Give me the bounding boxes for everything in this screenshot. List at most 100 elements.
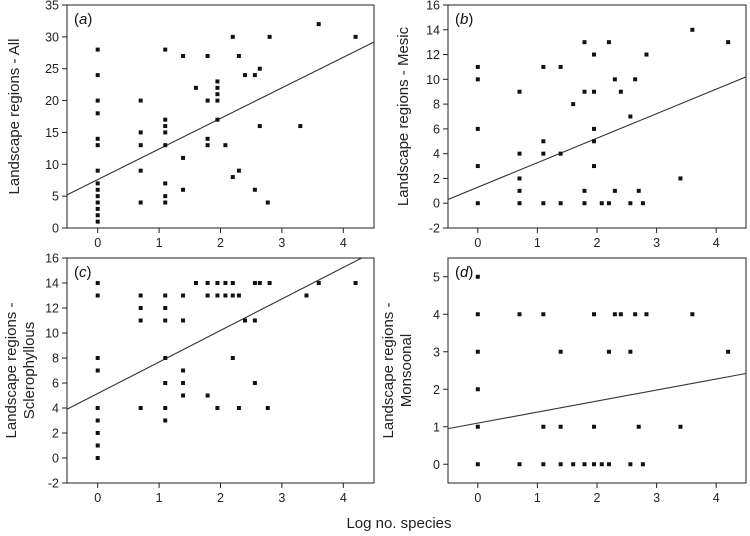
y-tick-label: 16	[45, 252, 59, 266]
data-point	[181, 187, 186, 192]
data-point	[193, 281, 198, 285]
data-point	[181, 381, 186, 385]
data-point	[230, 34, 235, 39]
data-point	[215, 281, 220, 285]
x-tick-label: 2	[217, 236, 224, 250]
data-point	[582, 89, 587, 94]
data-point	[475, 349, 480, 354]
data-point	[252, 318, 257, 323]
data-point	[95, 47, 100, 52]
panel-label: (b)	[455, 11, 473, 28]
panel-label: (c)	[74, 264, 92, 281]
y-tick-label: 10	[426, 73, 440, 87]
data-point	[628, 349, 633, 354]
y-axis-title: Landscape regions -Monsoonal	[380, 303, 415, 439]
data-point	[95, 219, 100, 224]
y-axis-title: Landscape regions - Mesic	[395, 26, 412, 206]
data-point	[230, 293, 235, 298]
data-point	[230, 175, 235, 180]
y-tick-label: -2	[48, 477, 59, 491]
data-point	[215, 85, 220, 90]
data-point	[612, 77, 617, 82]
data-point	[95, 143, 100, 148]
y-axis-title: Landscape regions -Sclerophyllous	[3, 303, 38, 439]
data-point	[541, 64, 546, 69]
data-point	[541, 462, 546, 467]
data-point	[95, 200, 100, 205]
panel-label: (d)	[455, 264, 473, 281]
data-point	[243, 73, 248, 78]
data-point	[558, 201, 563, 206]
data-point	[541, 151, 546, 156]
data-point	[205, 143, 210, 148]
data-point	[193, 85, 198, 90]
data-point	[628, 201, 633, 206]
data-point	[163, 181, 168, 186]
x-tick-label: 0	[474, 236, 481, 250]
data-point	[230, 356, 235, 360]
data-point	[517, 176, 522, 181]
data-point	[475, 77, 480, 82]
x-tick-label: 4	[340, 236, 347, 250]
x-tick-label: 4	[713, 491, 720, 505]
data-point	[95, 73, 100, 78]
y-tick-label: 14	[426, 23, 440, 37]
data-point	[163, 47, 168, 52]
data-point	[205, 136, 210, 141]
data-point	[95, 456, 100, 460]
regression-line	[448, 372, 746, 430]
y-tick-label: 20	[45, 94, 59, 108]
x-tick-label: 3	[278, 236, 285, 250]
data-point	[628, 114, 633, 119]
y-tick-label: 12	[426, 48, 440, 62]
data-point	[223, 281, 228, 285]
data-point	[163, 200, 168, 205]
data-point	[618, 89, 623, 94]
data-point	[181, 393, 186, 398]
y-tick-label: 10	[45, 158, 59, 172]
data-point	[95, 181, 100, 186]
data-point	[690, 27, 695, 32]
data-point	[95, 136, 100, 141]
data-point	[475, 387, 480, 392]
plot-frame	[447, 257, 747, 484]
data-point	[353, 281, 358, 285]
data-point	[163, 293, 168, 298]
y-tick-label: 1	[433, 420, 440, 434]
data-point	[252, 381, 257, 385]
data-point	[163, 194, 168, 199]
x-tick-label: 4	[713, 236, 720, 250]
data-point	[475, 312, 480, 317]
y-tick-label: 4	[52, 402, 59, 416]
data-point	[571, 102, 576, 107]
data-point	[517, 312, 522, 317]
y-tick-label: 6	[433, 122, 440, 136]
data-point	[592, 52, 597, 57]
data-point	[236, 168, 241, 173]
data-point	[475, 64, 480, 69]
data-point	[582, 188, 587, 193]
x-tick-label: 3	[653, 236, 660, 250]
data-point	[252, 73, 257, 78]
data-point	[640, 462, 645, 467]
y-tick-label: 2	[52, 427, 59, 441]
data-point	[633, 312, 638, 317]
data-point	[541, 139, 546, 144]
data-point	[558, 462, 563, 467]
data-point	[298, 124, 303, 129]
x-axis-title: Log no. species	[346, 515, 451, 532]
data-point	[223, 143, 228, 148]
data-point	[582, 40, 587, 45]
data-point	[215, 406, 220, 410]
data-point	[163, 406, 168, 410]
data-point	[475, 126, 480, 131]
x-tick-label: 3	[278, 491, 285, 505]
data-point	[644, 52, 649, 57]
data-point	[95, 206, 100, 211]
data-point	[517, 89, 522, 94]
x-tick-label: 0	[94, 491, 101, 505]
data-point	[163, 418, 168, 423]
data-point	[726, 349, 731, 354]
data-point	[252, 187, 257, 192]
data-point	[236, 406, 241, 410]
